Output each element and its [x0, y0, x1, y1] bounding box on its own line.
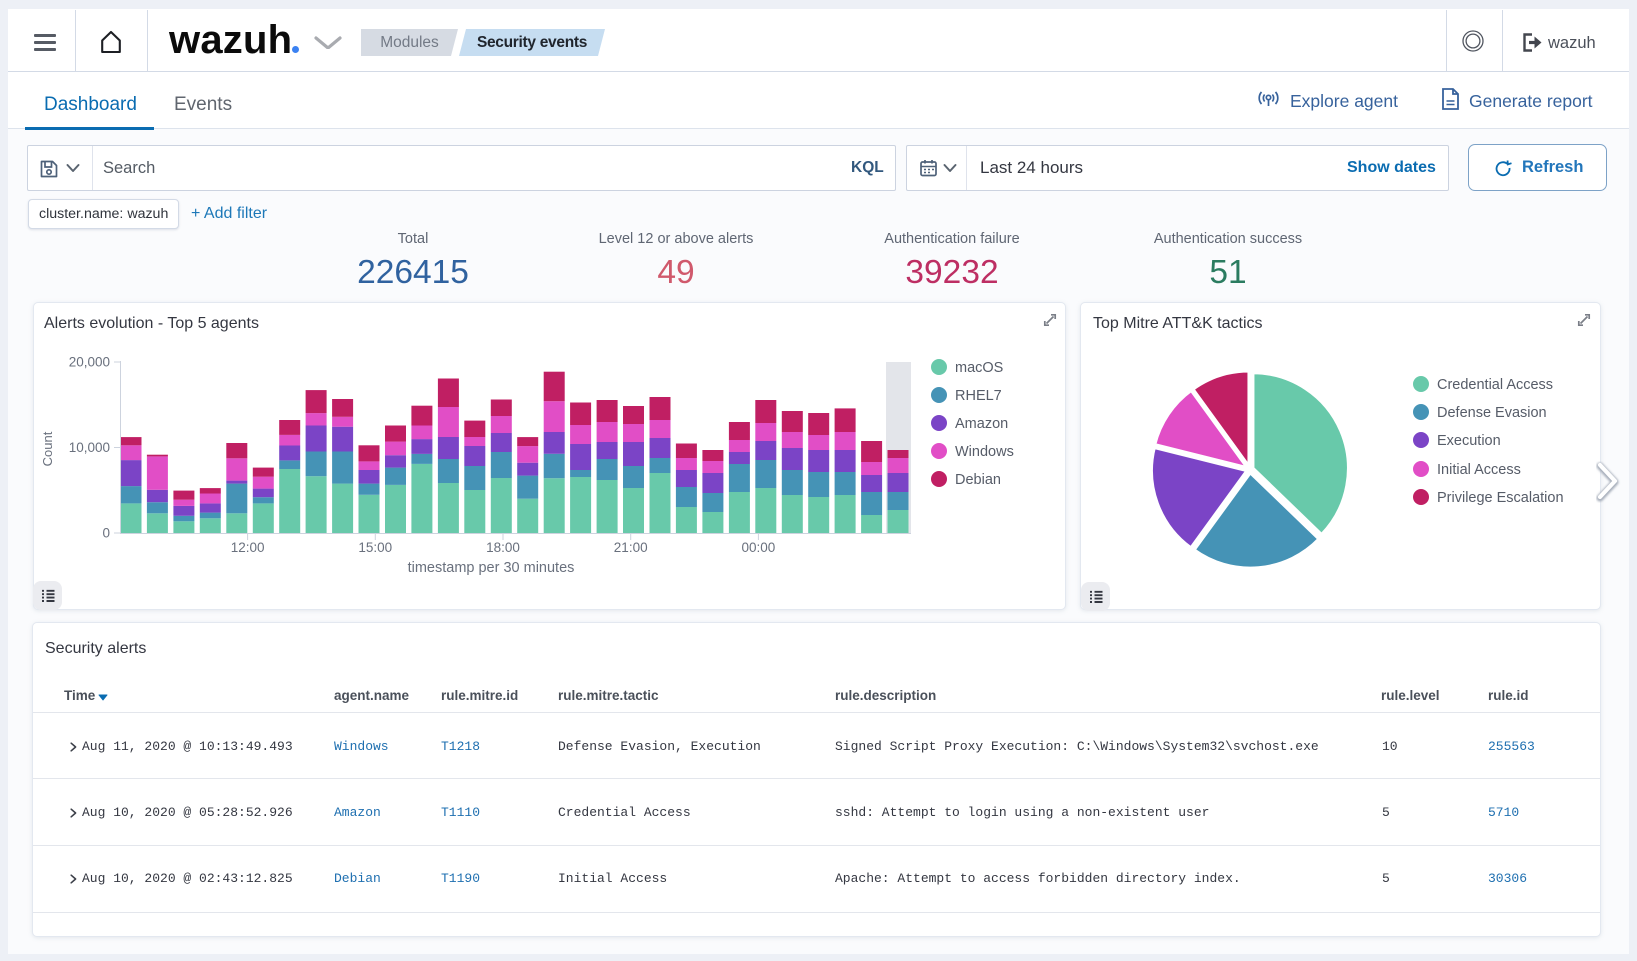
- svg-text:timestamp per 30 minutes: timestamp per 30 minutes: [408, 560, 575, 576]
- svg-text:12:00: 12:00: [231, 540, 265, 555]
- svg-text:20,000: 20,000: [69, 355, 110, 370]
- svg-text:Count: Count: [40, 431, 55, 466]
- svg-text:15:00: 15:00: [358, 540, 392, 555]
- svg-text:00:00: 00:00: [742, 540, 776, 555]
- svg-text:10,000: 10,000: [69, 440, 110, 455]
- svg-text:0: 0: [102, 526, 110, 541]
- svg-text:21:00: 21:00: [614, 540, 648, 555]
- svg-text:18:00: 18:00: [486, 540, 520, 555]
